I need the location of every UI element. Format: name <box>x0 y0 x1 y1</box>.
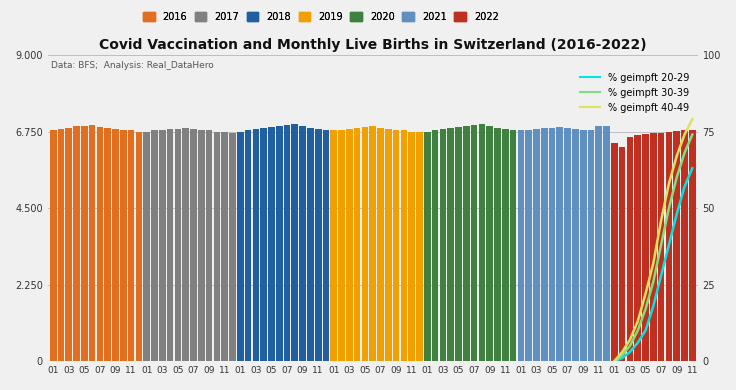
Bar <box>229 133 236 361</box>
Bar <box>105 128 111 361</box>
Bar <box>361 128 368 361</box>
Bar <box>650 133 657 361</box>
Bar <box>57 129 64 361</box>
Bar <box>261 128 267 361</box>
Bar <box>494 128 500 361</box>
Bar <box>416 132 422 361</box>
Bar <box>510 130 517 361</box>
Bar <box>658 133 665 361</box>
Bar <box>463 126 470 361</box>
Bar <box>556 127 563 361</box>
Bar <box>541 128 548 361</box>
Bar <box>533 129 539 361</box>
Bar <box>572 129 578 361</box>
Bar <box>471 125 478 361</box>
Bar <box>300 126 306 361</box>
Bar <box>400 131 407 361</box>
Bar <box>112 129 118 361</box>
Bar <box>315 129 322 361</box>
Legend: % geimpft 20-29, % geimpft 30-39, % geimpft 40-49: % geimpft 20-29, % geimpft 30-39, % geim… <box>576 69 693 117</box>
Bar <box>611 144 618 361</box>
Bar <box>369 126 376 361</box>
Bar <box>682 131 688 361</box>
Bar <box>385 129 392 361</box>
Bar <box>120 130 127 361</box>
Bar <box>144 131 150 361</box>
Legend: 2016, 2017, 2018, 2019, 2020, 2021, 2022: 2016, 2017, 2018, 2019, 2020, 2021, 2022 <box>139 8 503 25</box>
Bar <box>526 130 532 361</box>
Bar <box>587 131 594 361</box>
Bar <box>634 135 641 361</box>
Bar <box>96 128 103 361</box>
Bar <box>626 136 633 361</box>
Bar <box>206 131 213 361</box>
Bar <box>455 127 461 361</box>
Bar <box>89 125 96 361</box>
Bar <box>198 130 205 361</box>
Bar <box>665 132 672 361</box>
Bar <box>565 128 571 361</box>
Bar <box>128 131 135 361</box>
Bar <box>502 129 509 361</box>
Bar <box>190 129 197 361</box>
Bar <box>619 147 626 361</box>
Bar <box>643 134 649 361</box>
Bar <box>81 126 88 361</box>
Bar <box>689 130 696 361</box>
Bar <box>213 131 220 361</box>
Bar <box>673 131 680 361</box>
Bar <box>393 130 400 361</box>
Bar <box>174 129 181 361</box>
Bar <box>74 126 80 361</box>
Bar <box>549 128 556 361</box>
Bar <box>268 127 275 361</box>
Bar <box>439 129 446 361</box>
Bar <box>291 124 298 361</box>
Bar <box>50 130 57 361</box>
Bar <box>354 128 361 361</box>
Bar <box>378 128 384 361</box>
Bar <box>283 125 290 361</box>
Bar <box>66 128 72 361</box>
Bar <box>339 130 345 361</box>
Bar <box>135 131 142 361</box>
Bar <box>276 126 283 361</box>
Bar <box>307 128 314 361</box>
Bar <box>330 131 337 361</box>
Bar <box>517 131 524 361</box>
Bar <box>432 131 439 361</box>
Bar <box>322 130 329 361</box>
Bar <box>222 132 228 361</box>
Title: Covid Vaccination and Monthly Live Births in Switzerland (2016-2022): Covid Vaccination and Monthly Live Birth… <box>99 38 646 52</box>
Bar <box>486 126 493 361</box>
Bar <box>478 124 485 361</box>
Bar <box>424 131 431 361</box>
Bar <box>447 128 454 361</box>
Bar <box>167 129 174 361</box>
Bar <box>408 131 415 361</box>
Bar <box>151 131 158 361</box>
Bar <box>159 130 166 361</box>
Bar <box>580 130 587 361</box>
Bar <box>346 129 353 361</box>
Bar <box>245 131 252 361</box>
Bar <box>595 126 602 361</box>
Text: Data: BFS;  Analysis: Real_DataHero: Data: BFS; Analysis: Real_DataHero <box>51 61 213 70</box>
Bar <box>604 126 610 361</box>
Bar <box>237 131 244 361</box>
Bar <box>183 128 189 361</box>
Bar <box>252 129 259 361</box>
